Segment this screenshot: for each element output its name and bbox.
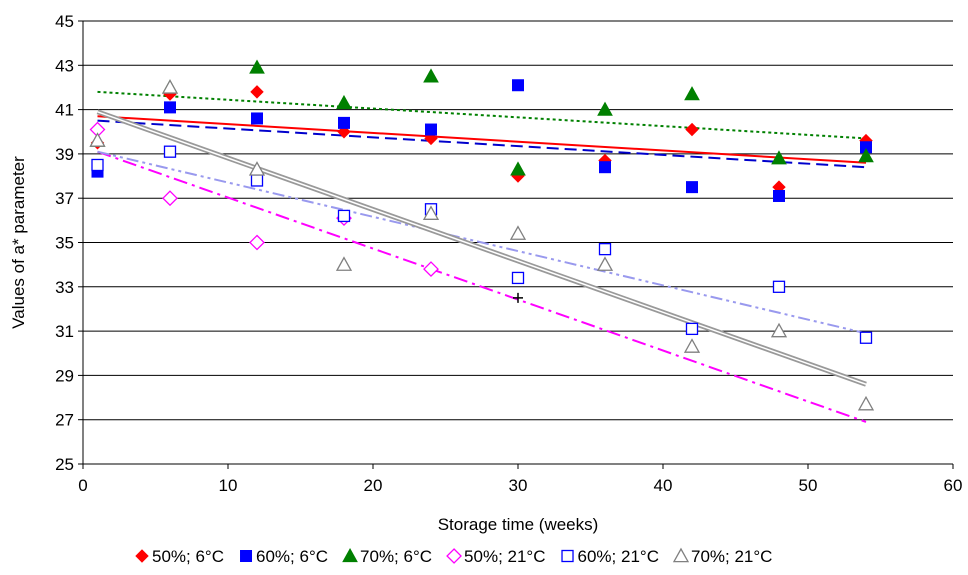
data-point (249, 234, 265, 251)
y-tick-label: 31 (55, 322, 74, 341)
legend-label: 70%; 21°C (691, 547, 772, 566)
trendline (97, 90, 867, 140)
data-point (683, 338, 701, 353)
data-point (511, 271, 525, 285)
legend-marker (446, 548, 462, 564)
x-tick-label: 40 (654, 476, 673, 495)
data-point (598, 242, 612, 256)
data-point (857, 395, 875, 411)
legend-marker (135, 549, 149, 563)
legend-label: 50%; 6°C (152, 547, 224, 566)
data-point (423, 68, 439, 83)
legend: 50%; 6°C 60%; 6°C 70%; 6°C 50%; 21°C 60%; 21… (135, 547, 772, 566)
data-point-marker (513, 292, 523, 303)
y-tick-label: 29 (55, 366, 74, 385)
trendline (97, 119, 867, 169)
data-point (512, 79, 524, 92)
data-point (771, 150, 787, 165)
data-point (335, 256, 353, 271)
legend-label: 60%; 6°C (256, 547, 328, 566)
data-point (164, 101, 176, 114)
x-axis-title: Storage time (weeks) (438, 515, 599, 534)
data-points (89, 59, 875, 411)
data-point (597, 101, 613, 116)
data-point (338, 116, 350, 129)
data-point (162, 190, 178, 207)
data-point (336, 94, 352, 110)
trendline (97, 150, 867, 423)
legend-marker (672, 547, 690, 563)
data-point (248, 161, 266, 176)
x-tick-label: 10 (219, 476, 238, 495)
trendline (97, 115, 867, 164)
data-point (250, 85, 264, 99)
y-tick-label: 45 (55, 12, 74, 31)
x-tick-label: 60 (944, 476, 963, 495)
x-tick-label: 0 (78, 476, 87, 495)
data-point (250, 174, 264, 187)
data-point (163, 145, 177, 158)
data-point (422, 205, 440, 220)
data-point (773, 189, 785, 202)
x-tick-label: 50 (799, 476, 818, 495)
y-tick-label: 25 (55, 455, 74, 474)
data-point (599, 161, 611, 174)
data-point (859, 331, 873, 344)
legend-marker (342, 547, 358, 563)
data-point (770, 322, 788, 338)
trendline-inner (97, 111, 867, 385)
y-tick-label: 33 (55, 278, 74, 297)
data-point (685, 322, 699, 336)
y-tick-label: 35 (55, 234, 74, 253)
data-point (685, 122, 699, 137)
y-tick-label: 39 (55, 145, 74, 164)
trendlines (96, 90, 867, 423)
data-point (161, 79, 179, 94)
y-tick-label: 41 (55, 101, 74, 120)
data-point (596, 256, 614, 271)
y-axis-title: Values of a* parameter (9, 156, 28, 329)
x-tick-label: 30 (509, 476, 528, 495)
data-point (509, 225, 527, 240)
legend-marker (561, 549, 574, 563)
data-point (858, 148, 874, 163)
axes: 25 27 29 31 33 35 37 39 41 43 45 0 10 20 30 40 50 60 (55, 12, 962, 495)
data-point (684, 86, 700, 101)
legend-label: 60%; 21°C (578, 547, 659, 566)
y-tick-label: 43 (55, 56, 74, 75)
data-point (249, 59, 265, 74)
data-point (337, 209, 351, 223)
y-tick-label: 27 (55, 411, 74, 430)
data-point (686, 181, 698, 194)
data-point (91, 158, 104, 172)
y-tick-label: 37 (55, 189, 74, 208)
legend-label: 50%; 21°C (464, 547, 545, 566)
data-point (510, 161, 526, 176)
data-point (425, 123, 437, 136)
x-tick-label: 20 (364, 476, 383, 495)
legend-label: 70%; 6°C (360, 547, 432, 566)
data-point (772, 280, 786, 293)
data-point (423, 261, 439, 277)
data-point (251, 112, 263, 125)
legend-marker (240, 550, 253, 562)
trendline (97, 150, 867, 335)
data-point (89, 132, 106, 147)
